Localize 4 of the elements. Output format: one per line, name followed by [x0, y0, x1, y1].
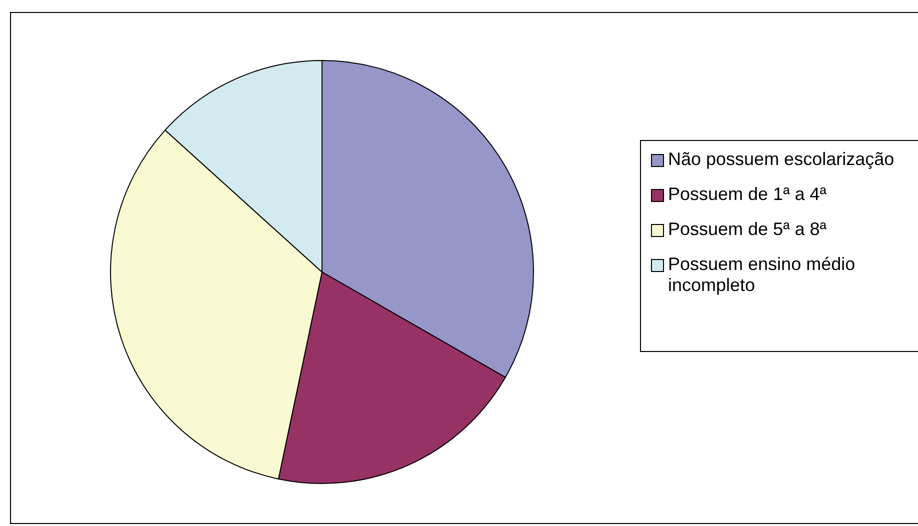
legend-label: Não possuem escolarização [668, 149, 894, 170]
legend-label: Possuem de 5ª a 8ª [668, 219, 826, 240]
legend-label: Possuem de 1ª a 4ª [668, 184, 826, 205]
legend-label: Possuem ensino médio incompleto [668, 254, 856, 296]
